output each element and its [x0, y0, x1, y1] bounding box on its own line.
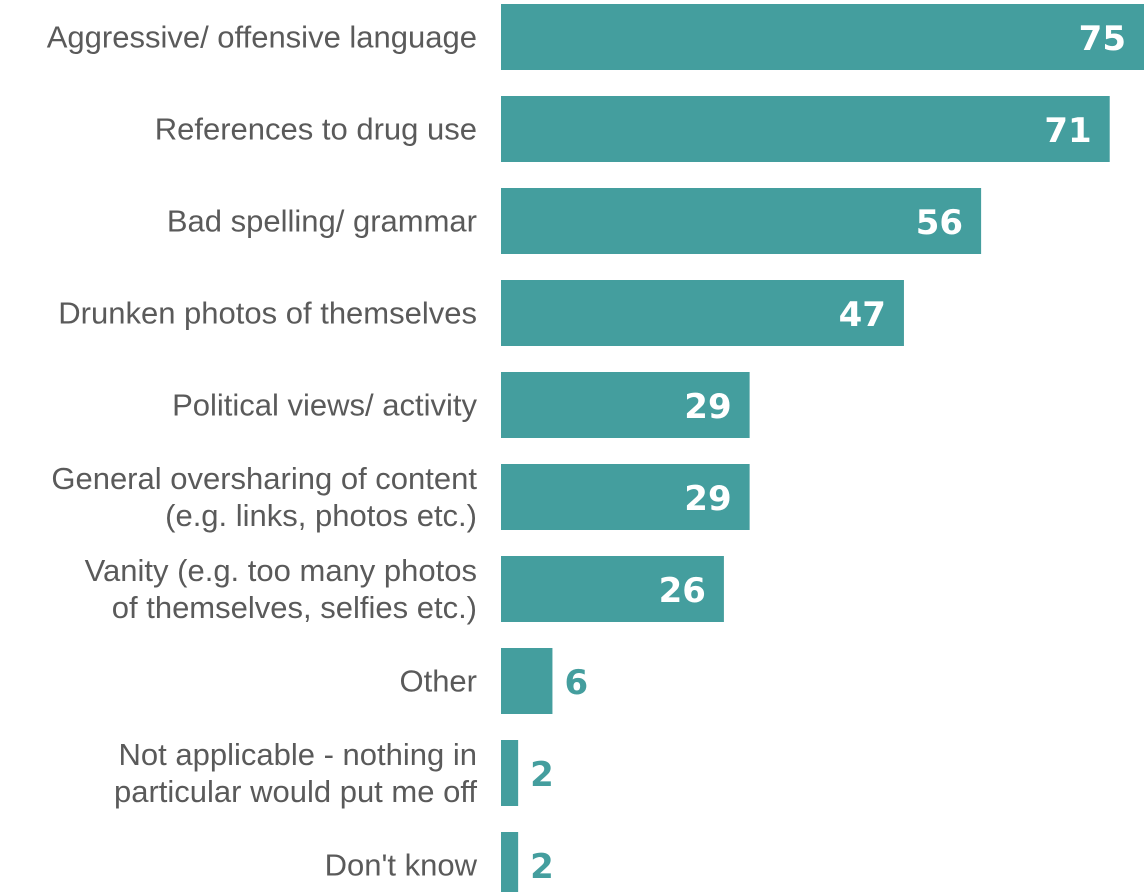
bar-row: Don't know 2	[325, 832, 554, 892]
bar-row: Bad spelling/ grammar 56	[167, 188, 982, 254]
category-label-line: Not applicable - nothing in	[119, 737, 477, 772]
category-label-line: Political views/ activity	[172, 388, 477, 423]
bar	[501, 740, 519, 806]
bar	[501, 188, 982, 254]
category-label: Don't know	[325, 848, 478, 883]
bar-row: General oversharing of content (e.g. link…	[51, 461, 750, 533]
value-label: 29	[684, 479, 731, 519]
category-label-line: Bad spelling/ grammar	[167, 204, 477, 239]
category-label: Drunken photos of themselves	[58, 296, 477, 331]
bar-row: Political views/ activity 29	[172, 372, 750, 438]
category-label: Political views/ activity	[172, 388, 477, 423]
value-label: 71	[1044, 111, 1091, 151]
bar-row: Aggressive/ offensive language 75	[47, 4, 1144, 70]
bar-row: References to drug use 71	[155, 96, 1110, 162]
value-label: 29	[684, 387, 731, 427]
value-label: 26	[659, 571, 706, 611]
category-label-line: of themselves, selfies etc.)	[112, 590, 477, 625]
bar-row: Not applicable - nothing in particular wo…	[114, 737, 554, 809]
bar	[501, 464, 750, 530]
category-label: References to drug use	[155, 112, 477, 147]
category-label-line: Don't know	[325, 848, 478, 883]
bar	[501, 648, 553, 714]
category-label-line: General oversharing of content	[51, 461, 477, 496]
category-label: Aggressive/ offensive language	[47, 20, 477, 55]
category-label-line: particular would put me off	[114, 774, 477, 809]
category-label: Other	[399, 664, 477, 699]
bar	[501, 280, 904, 346]
bar-row: Other 6	[399, 648, 588, 714]
bar	[501, 96, 1110, 162]
bar-row: Drunken photos of themselves 47	[58, 280, 904, 346]
category-label-line: Other	[399, 664, 477, 699]
category-label: General oversharing of content (e.g. link…	[51, 461, 477, 533]
category-label-line: Aggressive/ offensive language	[47, 20, 477, 55]
bar	[501, 372, 750, 438]
bar	[501, 4, 1144, 70]
bar-row: Vanity (e.g. too many photos of themselve…	[85, 553, 724, 625]
category-label-line: Drunken photos of themselves	[58, 296, 477, 331]
value-label: 6	[564, 663, 588, 703]
bar	[501, 556, 724, 622]
value-label: 2	[530, 755, 554, 795]
category-label-line: (e.g. links, photos etc.)	[165, 498, 477, 533]
value-label: 56	[916, 203, 963, 243]
category-label: Vanity (e.g. too many photos of themselve…	[85, 553, 477, 625]
category-label-line: References to drug use	[155, 112, 477, 147]
bar	[501, 832, 519, 892]
category-label: Bad spelling/ grammar	[167, 204, 477, 239]
value-label: 2	[530, 847, 554, 887]
category-label: Not applicable - nothing in particular wo…	[114, 737, 477, 809]
value-label: 47	[839, 295, 886, 335]
value-label: 75	[1079, 19, 1126, 59]
category-label-line: Vanity (e.g. too many photos	[85, 553, 477, 588]
